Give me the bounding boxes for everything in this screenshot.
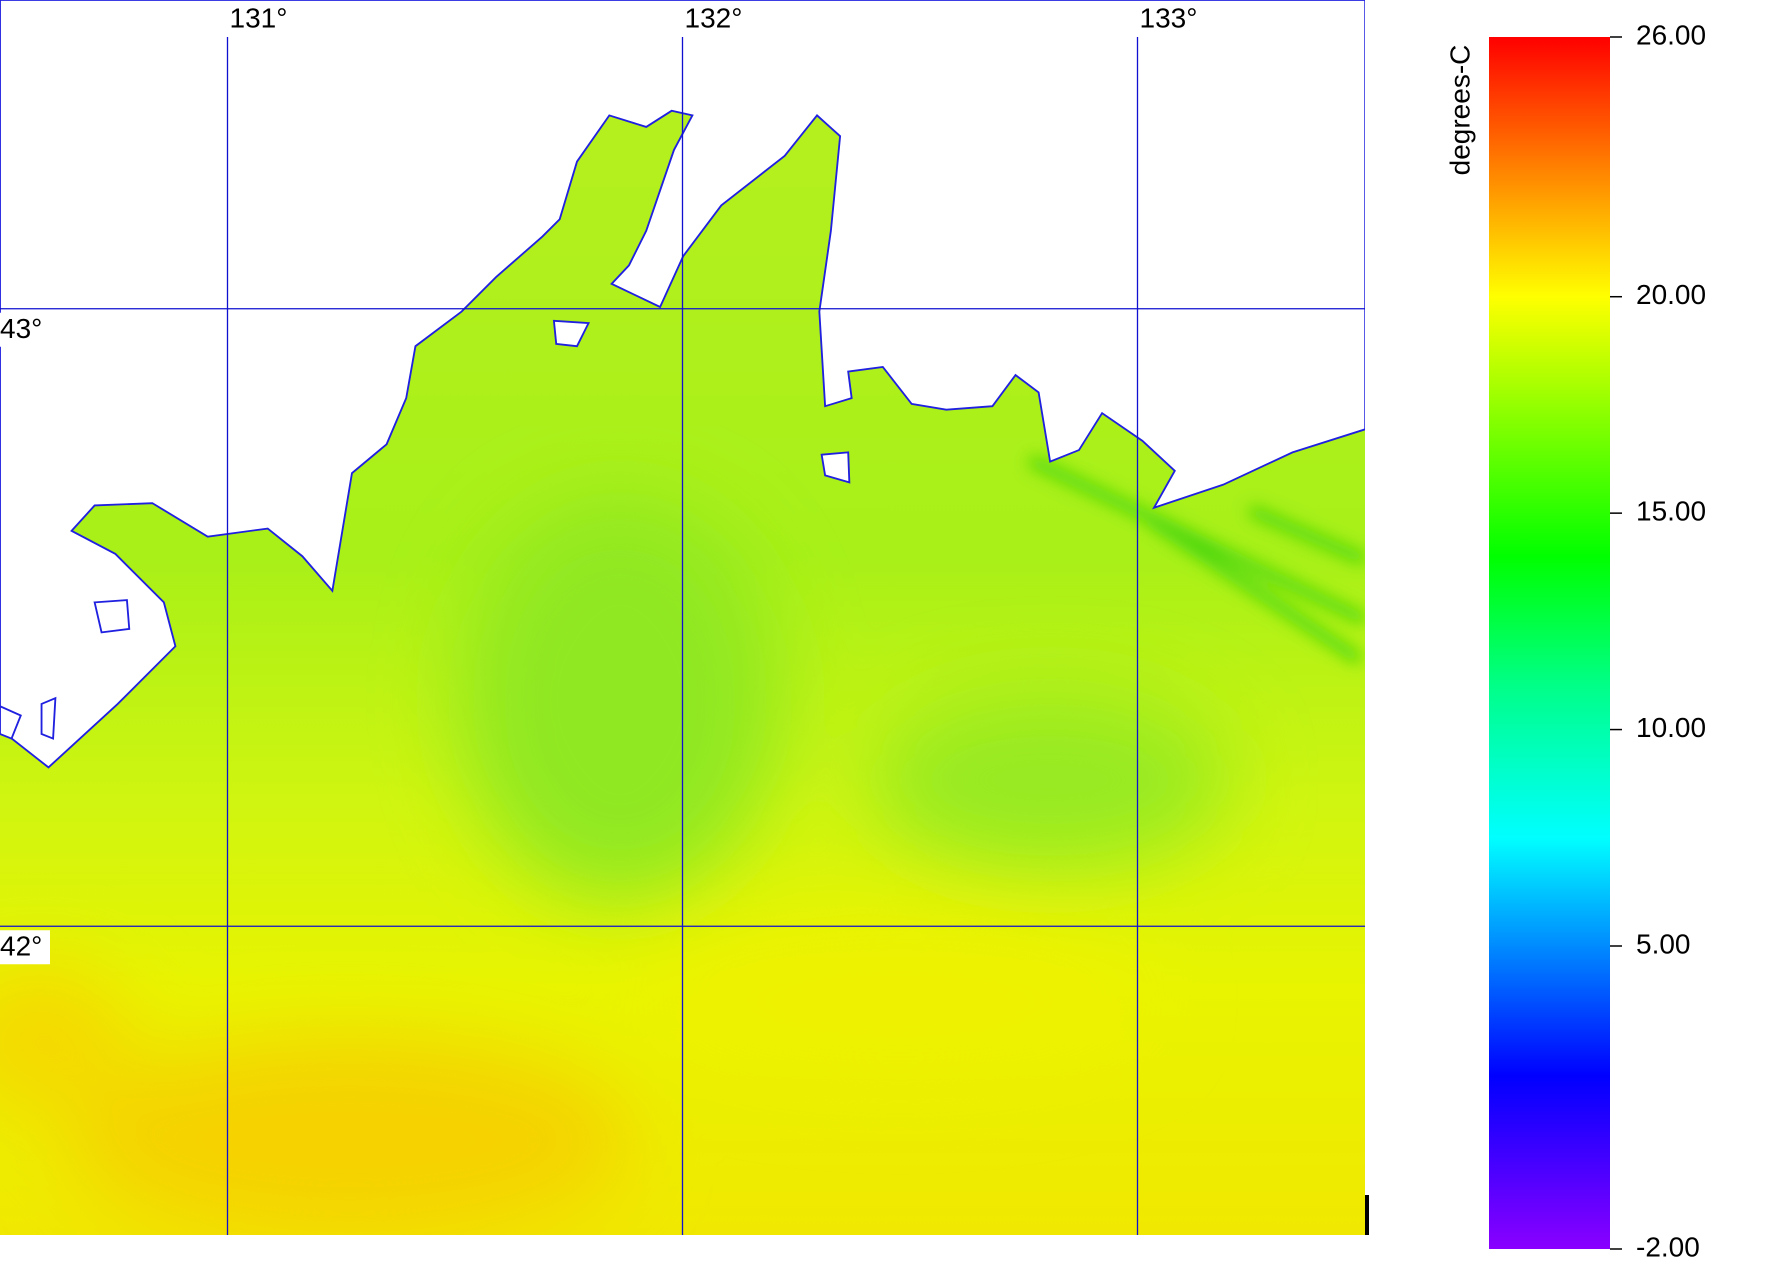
longitude-label: 133° — [1140, 2, 1198, 33]
colorbar-tick-label: 5.00 — [1636, 928, 1691, 959]
longitude-label: 132° — [685, 2, 743, 33]
islands — [0, 319, 851, 740]
colorbar-title: degrees-C — [1444, 45, 1475, 176]
colorbar-tick-label: -2.00 — [1636, 1231, 1700, 1262]
land — [0, 0, 1365, 769]
swath-edge — [1365, 1195, 1369, 1235]
colorbar-tick-label: 15.00 — [1636, 496, 1706, 527]
latitude-label-bg — [0, 930, 50, 965]
colorbar — [1489, 37, 1610, 1249]
latitude-label: 42° — [0, 931, 42, 962]
coastline — [0, 0, 1365, 769]
colorbar-tick-label: 10.00 — [1636, 712, 1706, 743]
sst-pattern — [0, 500, 1230, 1235]
latitude-label: 43° — [0, 313, 42, 344]
colorbar-tick-label: 26.00 — [1636, 19, 1706, 50]
map — [0, 0, 1365, 1235]
colorbar-tick-label: 20.00 — [1636, 279, 1706, 310]
sst-streaks — [1027, 454, 1365, 665]
longitude-label: 131° — [230, 2, 288, 33]
latitude-label-bg — [0, 312, 50, 347]
